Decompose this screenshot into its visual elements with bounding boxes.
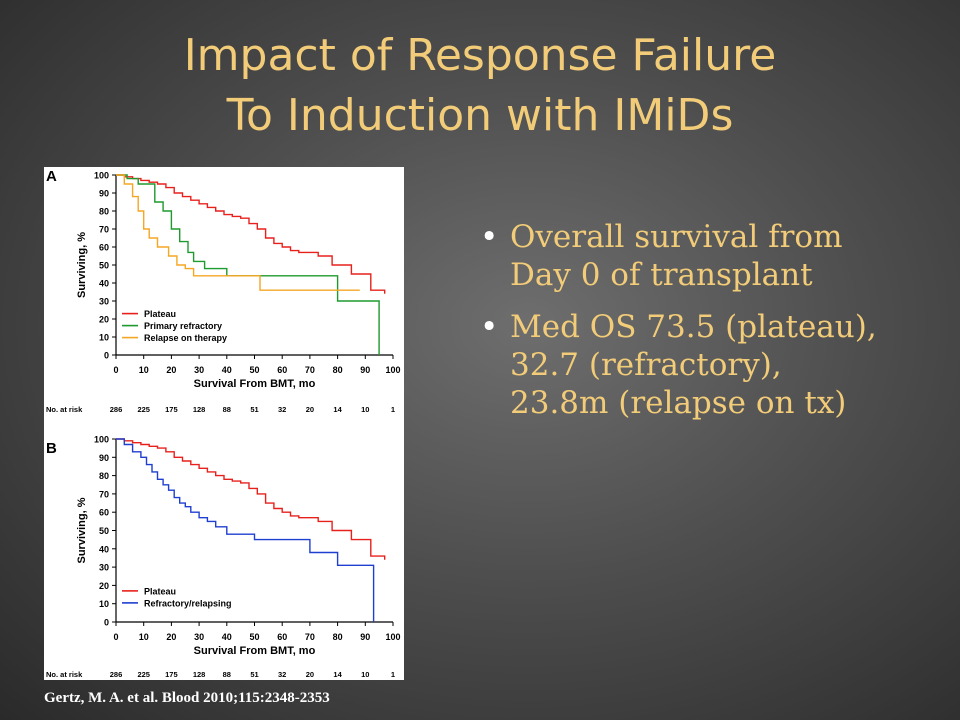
at-risk-label: No. at risk	[46, 670, 83, 679]
at-risk-count: 51	[250, 405, 258, 414]
panel-label: A	[46, 168, 57, 185]
legend-label: Primary refractory	[144, 321, 222, 331]
at-risk-count: 20	[306, 405, 314, 414]
citation: Gertz, M. A. et al. Blood 2010;115:2348-…	[44, 690, 330, 706]
x-axis-label: Survival From BMT, mo	[194, 645, 316, 657]
at-risk-count: 1	[391, 670, 395, 679]
at-risk-count: 286	[110, 670, 123, 679]
slide-title-line-1: Impact of Response Failure	[183, 30, 777, 81]
y-tick-label: 10	[99, 333, 109, 343]
y-axis-label: Surviving, %	[76, 497, 88, 563]
x-tick-label: 80	[333, 365, 343, 375]
bullet-item: • Overall survival from Day 0 of transpla…	[480, 218, 880, 294]
y-tick-label: 60	[99, 243, 109, 253]
at-risk-count: 225	[137, 405, 150, 414]
slide-title: Impact of Response Failure To Induction …	[0, 26, 960, 146]
legend-label: Refractory/relapsing	[144, 598, 232, 608]
y-axis-label: Surviving, %	[76, 232, 88, 298]
x-tick-label: 0	[113, 365, 118, 375]
x-tick-label: 100	[385, 632, 400, 642]
at-risk-count: 88	[223, 670, 231, 679]
at-risk-count: 10	[361, 670, 369, 679]
bullet-text-os: Overall survival from Day 0 of transplan…	[510, 219, 843, 293]
y-tick-label: 100	[94, 435, 109, 445]
x-tick-label: 60	[277, 365, 287, 375]
x-tick-label: 100	[385, 365, 400, 375]
x-tick-label: 50	[249, 365, 259, 375]
bullet-list: • Overall survival from Day 0 of transpla…	[480, 218, 880, 436]
survival-curve-refractory-relapsing	[116, 438, 375, 622]
survival-figure: A 0 10 20 30 40 50 60 70 80 90 100 0 10 20 30 40 50 60 70 80…	[44, 167, 404, 680]
y-tick-label: 70	[99, 225, 109, 235]
x-tick-label: 30	[194, 632, 204, 642]
at-risk-count: 225	[137, 670, 150, 679]
y-tick-label: 50	[99, 261, 109, 271]
at-risk-count: 128	[193, 670, 206, 679]
at-risk-count: 175	[165, 670, 178, 679]
y-tick-label: 60	[99, 508, 109, 518]
at-risk-count: 32	[278, 670, 286, 679]
at-risk-count: 128	[193, 405, 206, 414]
x-tick-label: 60	[277, 632, 287, 642]
y-tick-label: 90	[99, 453, 109, 463]
x-axis-label: Survival From BMT, mo	[194, 378, 316, 390]
y-tick-label: 70	[99, 489, 109, 499]
y-tick-label: 40	[99, 279, 109, 289]
at-risk-count: 20	[306, 670, 314, 679]
y-tick-label: 20	[99, 581, 109, 591]
at-risk-label: No. at risk	[46, 405, 83, 414]
y-tick-label: 50	[99, 526, 109, 536]
at-risk-count: 88	[223, 405, 231, 414]
at-risk-count: 10	[361, 405, 369, 414]
y-tick-label: 30	[99, 297, 109, 307]
x-tick-label: 20	[166, 365, 176, 375]
legend-label: Plateau	[144, 309, 176, 319]
x-tick-label: 90	[360, 632, 370, 642]
x-tick-label: 10	[139, 365, 149, 375]
y-tick-label: 0	[104, 618, 109, 628]
slide-title-line-2: To Induction with IMiDs	[226, 90, 734, 141]
y-tick-label: 90	[99, 189, 109, 199]
at-risk-count: 14	[333, 670, 342, 679]
legend-label: Plateau	[144, 586, 176, 596]
legend-label: Relapse on therapy	[144, 333, 227, 343]
at-risk-count: 51	[250, 670, 258, 679]
x-tick-label: 70	[305, 632, 315, 642]
panel-label: B	[46, 440, 57, 457]
at-risk-count: 175	[165, 405, 178, 414]
survival-curve-plateau	[116, 438, 386, 560]
x-tick-label: 50	[249, 632, 259, 642]
bullet-item: • Med OS 73.5 (plateau), 32.7 (refractory…	[480, 308, 880, 422]
survival-curve-plateau	[116, 174, 386, 294]
x-tick-label: 0	[113, 632, 118, 642]
x-tick-label: 40	[222, 632, 232, 642]
y-tick-label: 10	[99, 599, 109, 609]
x-tick-label: 80	[333, 632, 343, 642]
x-tick-label: 10	[139, 632, 149, 642]
at-risk-count: 286	[110, 405, 123, 414]
at-risk-count: 1	[391, 405, 395, 414]
x-tick-label: 90	[360, 365, 370, 375]
bullet-text-median: Med OS 73.5 (plateau), 32.7 (refractory)…	[510, 309, 877, 421]
y-tick-label: 0	[104, 351, 109, 361]
y-tick-label: 100	[94, 171, 109, 181]
y-tick-label: 40	[99, 544, 109, 554]
y-tick-label: 80	[99, 471, 109, 481]
x-tick-label: 70	[305, 365, 315, 375]
bullet-marker: •	[480, 309, 499, 345]
at-risk-count: 32	[278, 405, 286, 414]
survival-curve-primary-refractory	[116, 174, 380, 355]
survival-curve-relapse-on-therapy	[116, 174, 360, 291]
bullet-marker: •	[480, 219, 499, 255]
x-tick-label: 20	[166, 632, 176, 642]
y-tick-label: 20	[99, 315, 109, 325]
x-tick-label: 30	[194, 365, 204, 375]
at-risk-count: 14	[333, 405, 342, 414]
x-tick-label: 40	[222, 365, 232, 375]
y-tick-label: 30	[99, 563, 109, 573]
y-tick-label: 80	[99, 207, 109, 217]
